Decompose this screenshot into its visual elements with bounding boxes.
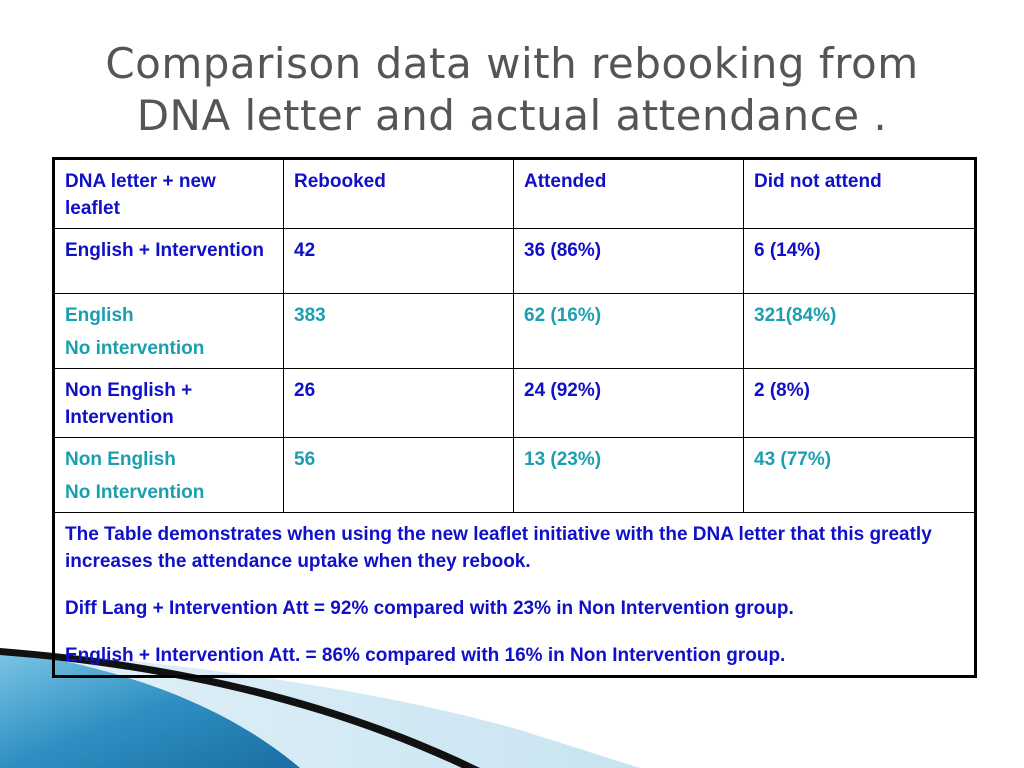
summary-note: English + Intervention Att. = 86% compar… [65, 645, 786, 666]
group-label: Non English + Intervention [65, 380, 193, 428]
table-row: English + Intervention 42 36 (86%) 6 (14… [53, 228, 976, 294]
cell-group: Non English No Intervention [53, 437, 284, 513]
swoosh-blue-band [0, 650, 300, 768]
summary-note: The Table demonstrates when using the ne… [65, 524, 932, 572]
summary-cell: The Table demonstrates when using the ne… [53, 512, 976, 677]
summary-row: The Table demonstrates when using the ne… [53, 512, 976, 677]
cell-did-not-attend: 43 (77%) [743, 437, 976, 513]
cell-attended: 13 (23%) [513, 437, 744, 513]
table-row: Non English No Intervention 56 13 (23%) 4… [53, 437, 976, 513]
cell-did-not-attend: 6 (14%) [743, 228, 976, 294]
group-label: English + Intervention [65, 240, 264, 261]
header-cell-rebooked: Rebooked [283, 158, 514, 229]
cell-group: English No intervention [53, 293, 284, 369]
table-row: Non English + Intervention 26 24 (92%) 2… [53, 368, 976, 438]
cell-rebooked: 383 [283, 293, 514, 369]
cell-group: Non English + Intervention [53, 368, 284, 438]
cell-rebooked: 42 [283, 228, 514, 294]
group-label: Non English [65, 449, 176, 470]
cell-did-not-attend: 2 (8%) [743, 368, 976, 438]
comparison-table: DNA letter + new leaflet Rebooked Attend… [52, 157, 977, 678]
group-sublabel: No intervention [65, 338, 205, 359]
cell-attended: 62 (16%) [513, 293, 744, 369]
header-cell-did-not-attend: Did not attend [743, 158, 976, 229]
header-cell-group: DNA letter + new leaflet [53, 158, 284, 229]
table-row: English No intervention 383 62 (16%) 321(… [53, 293, 976, 369]
cell-rebooked: 26 [283, 368, 514, 438]
cell-did-not-attend: 321(84%) [743, 293, 976, 369]
cell-attended: 24 (92%) [513, 368, 744, 438]
group-label: English [65, 305, 134, 326]
summary-note: Diff Lang + Intervention Att = 92% compa… [65, 598, 794, 619]
cell-group: English + Intervention [53, 228, 284, 294]
header-cell-attended: Attended [513, 158, 744, 229]
group-sublabel: No Intervention [65, 482, 205, 503]
cell-attended: 36 (86%) [513, 228, 744, 294]
cell-rebooked: 56 [283, 437, 514, 513]
table-header-row: DNA letter + new leaflet Rebooked Attend… [53, 158, 976, 229]
title-line-1: Comparison data with rebooking from [105, 39, 919, 88]
title-line-2: DNA letter and actual attendance . [136, 91, 888, 140]
slide-title: Comparison data with rebooking from DNA … [40, 38, 984, 142]
